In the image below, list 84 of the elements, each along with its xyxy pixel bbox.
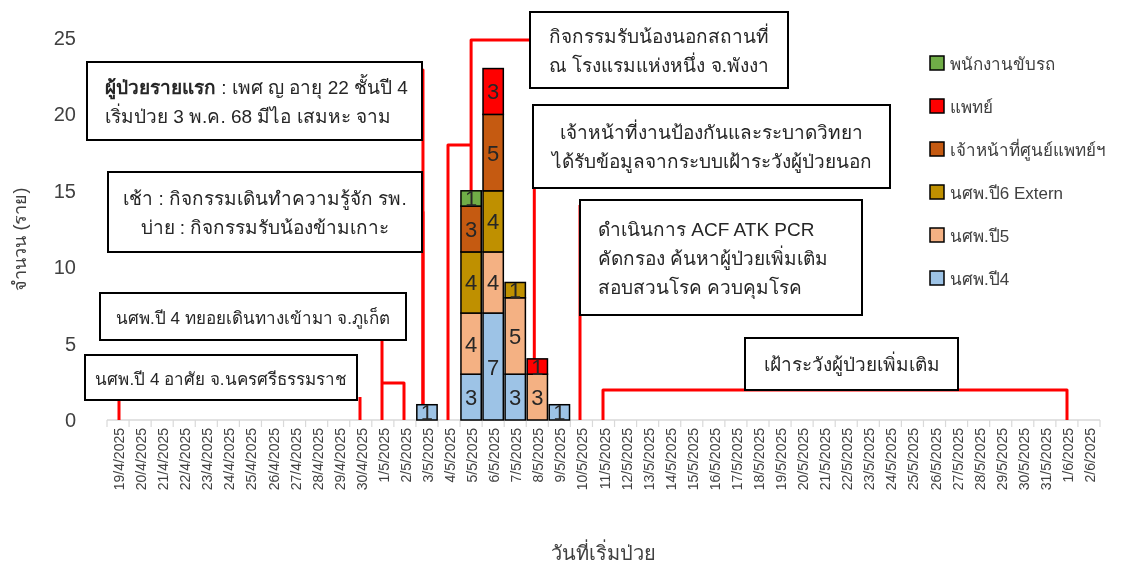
x-tick-label: 2/6/2025 bbox=[1081, 427, 1098, 483]
x-tick-label: 18/5/2025 bbox=[750, 427, 767, 491]
data-label: 4 bbox=[464, 331, 478, 357]
legend-label: นศพ.ปี6 Extern bbox=[950, 184, 1064, 203]
x-tick-label: 5/5/2025 bbox=[464, 427, 481, 483]
x-tick-label: 12/5/2025 bbox=[618, 427, 635, 491]
x-tick-label: 1/5/2025 bbox=[375, 427, 392, 483]
data-label: 3 bbox=[509, 385, 522, 411]
annotation: ดำเนินการ ACF ATK PCR คัดกรอง ค้นหาผู้ป่วยเพิ่มเติม สอบสวนโรค ควบคุมโรค bbox=[598, 218, 829, 300]
y-tick-label: 0 bbox=[64, 409, 76, 431]
x-tick-label: 24/5/2025 bbox=[883, 427, 900, 491]
x-tick-label: 17/5/2025 bbox=[728, 427, 745, 491]
x-tick-label: 20/4/2025 bbox=[133, 427, 150, 491]
x-tick-label: 25/4/2025 bbox=[243, 427, 260, 491]
data-label: 1 bbox=[553, 400, 566, 426]
data-label: 1 bbox=[509, 278, 522, 304]
x-tick-label: 15/5/2025 bbox=[684, 427, 701, 491]
x-tick-label: 7/5/2025 bbox=[508, 427, 525, 483]
x-tick-label: 31/5/2025 bbox=[1037, 427, 1054, 491]
x-tick-label: 2/5/2025 bbox=[397, 427, 414, 483]
data-label: 1 bbox=[531, 354, 544, 380]
y-tick-label: 15 bbox=[53, 179, 76, 202]
x-tick-label: 30/4/2025 bbox=[353, 427, 370, 491]
legend-label: นศพ.ปี4 bbox=[950, 270, 1010, 289]
data-label: 3 bbox=[487, 79, 500, 105]
x-tick-label: 30/5/2025 bbox=[1015, 427, 1032, 491]
x-tick-label: 21/5/2025 bbox=[817, 427, 834, 491]
y-tick-label: 5 bbox=[64, 332, 76, 355]
x-tick-label: 27/4/2025 bbox=[287, 427, 304, 491]
legend-label: นศพ.ปี5 bbox=[950, 227, 1010, 246]
x-tick-label: 9/5/2025 bbox=[552, 427, 569, 483]
data-label: 1 bbox=[420, 400, 434, 426]
data-label: 3 bbox=[531, 385, 544, 411]
x-tick-label: 21/4/2025 bbox=[155, 427, 172, 491]
x-tick-label: 1/6/2025 bbox=[1059, 427, 1076, 483]
data-label: 1 bbox=[464, 186, 478, 212]
y-tick-label: 25 bbox=[53, 27, 76, 49]
x-tick-label: 19/5/2025 bbox=[773, 427, 790, 491]
annotation: กิจกรรมรับน้องนอกสถานที่ ณ โรงแรมแห่งหนึ่ง จ.พังงา bbox=[549, 22, 769, 76]
data-label: 5 bbox=[509, 323, 522, 349]
y-axis-title: จำนวน (ราย) bbox=[10, 187, 30, 291]
x-tick-label: 24/4/2025 bbox=[221, 427, 238, 491]
x-tick-label: 28/4/2025 bbox=[309, 427, 326, 491]
annotation: ผู้ป่วยรายแรก : เพศ ญ อายุ 22 ชั้นปี 4 เริ่มป่วย 3 พ.ค. 68 มีไอ เสมหะ จาม bbox=[105, 73, 409, 127]
legend-label: เจ้าหน้าที่ศูนย์แพทย์ฯ bbox=[950, 138, 1106, 161]
y-tick-label: 10 bbox=[53, 256, 76, 279]
x-tick-label: 22/4/2025 bbox=[177, 427, 194, 491]
x-tick-label: 22/5/2025 bbox=[839, 427, 856, 491]
annotation: นศพ.ปี 4 ทยอยเดินทางเข้ามา จ.ภูเก็ต bbox=[115, 306, 391, 329]
x-tick-label: 8/5/2025 bbox=[530, 427, 547, 483]
annotation: เฝ้าระวังผู้ป่วยเพิ่มเติม bbox=[763, 351, 940, 376]
annotation: เช้า : กิจกรรมเดินทำความรู้จัก รพ. บ่าย : กิจกรรมรับน้องข้ามเกาะ bbox=[123, 187, 407, 238]
y-tick-label: 20 bbox=[53, 103, 76, 126]
x-tick-label: 3/5/2025 bbox=[419, 427, 436, 483]
x-tick-label: 10/5/2025 bbox=[574, 427, 591, 491]
data-label: 4 bbox=[487, 270, 500, 296]
annotation: เจ้าหน้าที่งานป้องกันและระบาดวิทยา ได้รับข้อมูลจากระบบเฝ้าระวังผู้ป่วยนอก bbox=[549, 119, 872, 173]
legend-label: พนักงานขับรถ bbox=[950, 55, 1055, 74]
data-label: 3 bbox=[464, 217, 478, 242]
x-tick-label: 25/5/2025 bbox=[905, 427, 922, 491]
x-tick-label: 26/4/2025 bbox=[265, 427, 282, 491]
x-tick-label: 26/5/2025 bbox=[927, 427, 944, 491]
x-tick-label: 20/5/2025 bbox=[795, 427, 812, 491]
x-axis-title: วันที่เริ่มป่วย bbox=[551, 539, 656, 564]
x-tick-label: 28/5/2025 bbox=[971, 427, 988, 491]
x-tick-label: 4/5/2025 bbox=[442, 427, 459, 483]
data-label: 4 bbox=[464, 270, 478, 296]
x-tick-label: 23/5/2025 bbox=[861, 427, 878, 491]
x-tick-label: 19/4/2025 bbox=[111, 427, 128, 491]
data-label: 4 bbox=[487, 209, 500, 235]
legend-label: แพทย์ bbox=[950, 98, 993, 117]
x-tick-label: 13/5/2025 bbox=[640, 427, 657, 491]
data-label: 3 bbox=[464, 385, 478, 411]
x-tick-label: 11/5/2025 bbox=[596, 427, 613, 490]
data-label: 7 bbox=[487, 354, 500, 380]
x-tick-label: 23/4/2025 bbox=[199, 427, 216, 491]
x-tick-label: 29/5/2025 bbox=[993, 427, 1010, 491]
annotation: นศพ.ปี 4 อาศัย จ.นครศรีธรรมราช bbox=[95, 369, 347, 389]
x-tick-label: 14/5/2025 bbox=[662, 427, 679, 491]
x-tick-label: 29/4/2025 bbox=[331, 427, 348, 491]
x-tick-label: 27/5/2025 bbox=[949, 427, 966, 491]
data-label: 5 bbox=[487, 140, 500, 166]
x-tick-label: 6/5/2025 bbox=[486, 427, 503, 483]
x-tick-label: 16/5/2025 bbox=[706, 427, 723, 491]
